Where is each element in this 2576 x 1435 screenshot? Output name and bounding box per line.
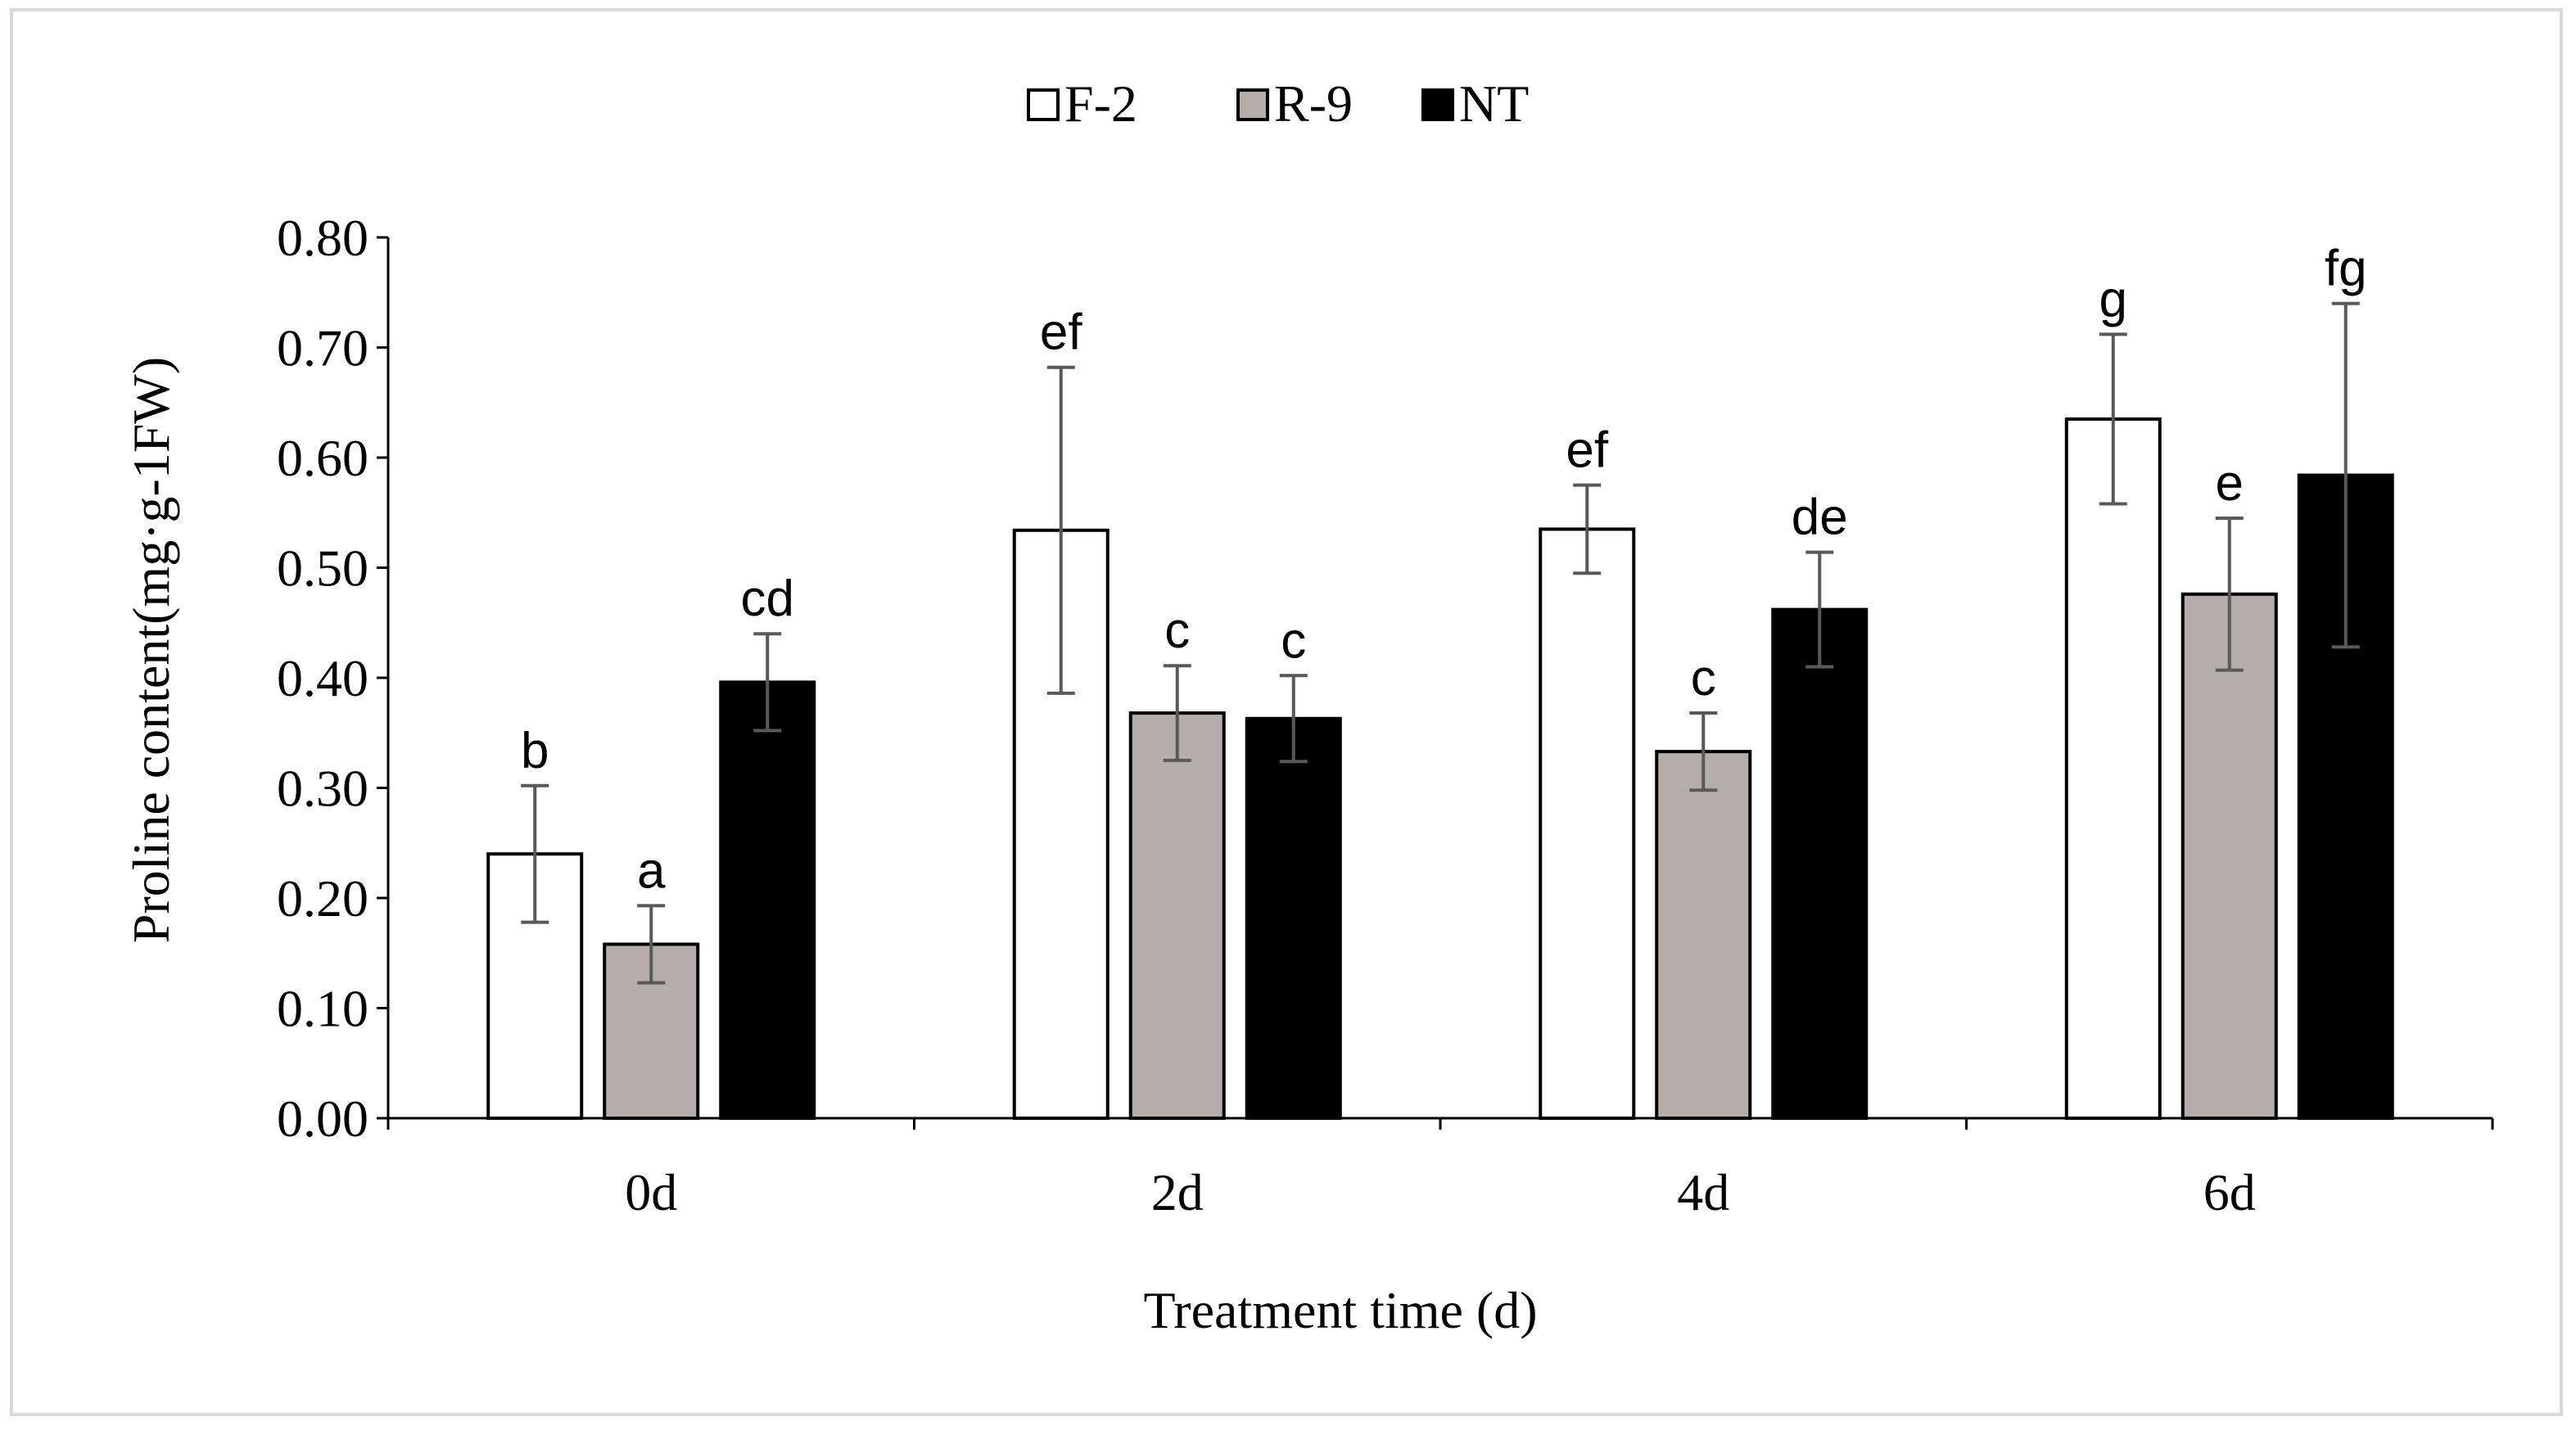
- significance-letter: ef: [1040, 305, 1082, 361]
- significance-letter: g: [2099, 271, 2127, 327]
- bar: [1655, 750, 1752, 1120]
- y-tick-label: 0.40: [277, 649, 368, 707]
- x-axis-label: Treatment time (d): [1143, 1281, 1537, 1339]
- y-tick-label: 0.80: [277, 209, 368, 267]
- bar: [719, 680, 816, 1120]
- y-tick-label: 0.20: [277, 869, 368, 927]
- y-tick-label: 0.60: [277, 429, 368, 487]
- x-tick-label: 0d: [625, 1163, 677, 1221]
- bars: [486, 417, 2394, 1120]
- significance-letter: c: [1691, 650, 1716, 706]
- significance-letter: cd: [741, 571, 794, 627]
- bar: [2064, 417, 2162, 1120]
- significance-letter: a: [637, 842, 666, 899]
- significance-letter: fg: [2325, 241, 2367, 297]
- bar: [486, 852, 584, 1120]
- bar: [1128, 711, 1226, 1120]
- x-axis: 0d 2d 4d 6d: [386, 1117, 2494, 1221]
- significance-letters: b ef ef g a c c e cd c de fg: [521, 241, 2367, 900]
- x-tick-label: 6d: [2203, 1163, 2256, 1221]
- significance-letter: ef: [1566, 422, 1608, 479]
- error-bars: [521, 301, 2360, 985]
- bar: [1771, 607, 1869, 1120]
- chart-frame: F-2 R-9 NT 0.00 0.10 0.20 0.30 0.40 0.50 0.60 0.7…: [10, 8, 2563, 1416]
- significance-letter: c: [1281, 612, 1306, 669]
- legend-label: NT: [1459, 74, 1529, 133]
- significance-letter: c: [1164, 602, 1190, 659]
- y-axis-label: Proline content(mg·g-1FW): [122, 357, 180, 943]
- bar: [1539, 527, 1636, 1120]
- significance-letter: b: [521, 723, 549, 779]
- significance-letter: e: [2216, 455, 2244, 512]
- y-tick-label: 0.00: [277, 1090, 368, 1148]
- legend: F-2 R-9 NT: [1027, 74, 1529, 133]
- y-tick-label: 0.30: [277, 760, 368, 818]
- bar: [603, 942, 700, 1120]
- y-axis: 0.00 0.10 0.20 0.30 0.40 0.50 0.60 0.70 0.80: [277, 209, 390, 1148]
- legend-swatch: [1027, 88, 1060, 121]
- bar-chart: F-2 R-9 NT 0.00 0.10 0.20 0.30 0.40 0.50 0.60 0.7…: [122, 74, 2494, 1339]
- legend-swatch: [1236, 88, 1269, 121]
- x-tick-label: 4d: [1677, 1163, 1729, 1221]
- x-tick-label: 2d: [1151, 1163, 1204, 1221]
- y-tick-label: 0.70: [277, 319, 368, 377]
- legend-label: F-2: [1064, 74, 1137, 133]
- y-tick-label: 0.50: [277, 539, 368, 598]
- bar: [2181, 592, 2278, 1120]
- y-tick-label: 0.10: [277, 980, 368, 1038]
- significance-letter: de: [1792, 490, 1848, 546]
- bar: [1245, 716, 1342, 1120]
- legend-swatch: [1421, 88, 1454, 121]
- legend-label: R-9: [1274, 74, 1353, 133]
